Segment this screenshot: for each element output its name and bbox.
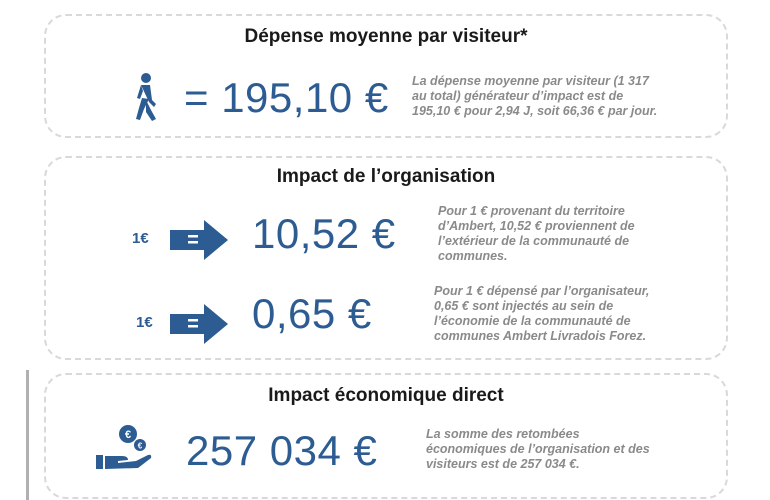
visitor-spending-title: Dépense moyenne par visiteur* <box>244 26 528 47</box>
left-divider-line <box>26 370 29 500</box>
row1-value: 10,52 € <box>252 210 396 257</box>
svg-text:€: € <box>125 429 131 441</box>
direct-impact-title: Impact économique direct <box>268 385 504 406</box>
row2-unit: 1€ <box>136 314 153 331</box>
direct-impact-description: La somme des retombées économiques de l’… <box>426 427 650 471</box>
row1-unit: 1€ <box>132 230 149 247</box>
organisation-impact-title: Impact de l’organisation <box>276 166 496 187</box>
svg-text:€: € <box>138 442 143 451</box>
hand-coins-icon: € € <box>96 425 152 469</box>
row1-description: Pour 1 € provenant du territoire d’Amber… <box>438 204 635 263</box>
organisation-impact-panel: Impact de l’organisation 1€ 10,52 € Pour… <box>44 156 728 360</box>
visitor-spending-panel: Dépense moyenne par visiteur* = 195,10 €… <box>44 14 728 138</box>
visitor-spending-description: La dépense moyenne par visiteur (1 317 a… <box>412 74 658 118</box>
row2-value: 0,65 € <box>252 290 372 337</box>
direct-impact-value: 257 034 € <box>186 427 378 474</box>
equals-arrow-icon <box>170 220 228 260</box>
direct-impact-panel: Impact économique direct € € 257 034 € L… <box>44 373 728 499</box>
walking-person-icon <box>136 73 156 121</box>
row2-description: Pour 1 € dépensé par l’organisateur, 0,6… <box>434 284 650 343</box>
visitor-spending-value: = 195,10 € <box>184 74 389 121</box>
equals-arrow-icon <box>170 304 228 344</box>
